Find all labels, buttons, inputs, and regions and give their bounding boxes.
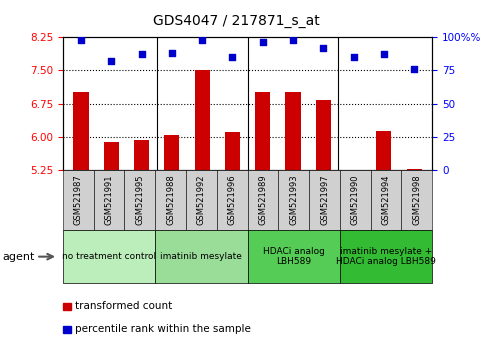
Text: GSM521989: GSM521989	[258, 175, 268, 225]
Bar	[285, 92, 300, 170]
Point	[350, 54, 357, 60]
Bar	[247, 230, 340, 283]
Text: agent: agent	[2, 252, 35, 262]
Bar	[340, 170, 371, 230]
Text: no treatment control: no treatment control	[62, 252, 156, 261]
Bar	[401, 170, 432, 230]
Bar	[164, 135, 179, 170]
Bar	[225, 132, 240, 170]
Bar	[125, 170, 155, 230]
Bar	[195, 70, 210, 170]
Text: transformed count: transformed count	[75, 301, 172, 311]
Text: percentile rank within the sample: percentile rank within the sample	[75, 324, 251, 334]
Bar	[63, 230, 155, 283]
Text: GSM521996: GSM521996	[227, 175, 237, 225]
Text: GDS4047 / 217871_s_at: GDS4047 / 217871_s_at	[153, 14, 320, 28]
Text: GSM521995: GSM521995	[135, 175, 144, 225]
Bar	[255, 92, 270, 170]
Bar	[371, 170, 401, 230]
Text: GSM521991: GSM521991	[104, 175, 114, 225]
Text: GSM521988: GSM521988	[166, 175, 175, 225]
Point	[289, 37, 297, 43]
Bar	[73, 92, 88, 170]
Text: GSM521990: GSM521990	[351, 175, 360, 225]
Bar	[278, 170, 309, 230]
Text: GSM521998: GSM521998	[412, 175, 421, 225]
Point	[319, 45, 327, 51]
Point	[198, 37, 206, 43]
Bar	[247, 170, 278, 230]
Bar	[340, 230, 432, 283]
Bar	[104, 143, 119, 170]
Bar	[376, 131, 391, 170]
Point	[380, 52, 388, 57]
Bar	[309, 170, 340, 230]
Point	[138, 52, 145, 57]
Point	[77, 37, 85, 43]
Text: GSM521993: GSM521993	[289, 175, 298, 225]
Bar	[186, 170, 217, 230]
Text: GSM521997: GSM521997	[320, 175, 329, 225]
Point	[259, 40, 267, 45]
Point	[107, 58, 115, 64]
Bar	[217, 170, 248, 230]
Bar	[134, 140, 149, 170]
Text: GSM521987: GSM521987	[74, 175, 83, 225]
Text: GSM521992: GSM521992	[197, 175, 206, 225]
Point	[228, 54, 236, 60]
Bar	[155, 230, 247, 283]
Bar	[94, 170, 125, 230]
Text: GSM521994: GSM521994	[382, 175, 391, 225]
Text: HDACi analog
LBH589: HDACi analog LBH589	[263, 247, 325, 266]
Bar	[407, 169, 422, 170]
Bar	[155, 170, 186, 230]
Bar	[63, 303, 71, 310]
Text: imatinib mesylate +
HDACi analog LBH589: imatinib mesylate + HDACi analog LBH589	[336, 247, 436, 266]
Bar	[63, 170, 94, 230]
Text: imatinib mesylate: imatinib mesylate	[160, 252, 242, 261]
Bar	[63, 326, 71, 333]
Point	[168, 50, 176, 56]
Point	[410, 66, 418, 72]
Bar	[316, 100, 331, 170]
